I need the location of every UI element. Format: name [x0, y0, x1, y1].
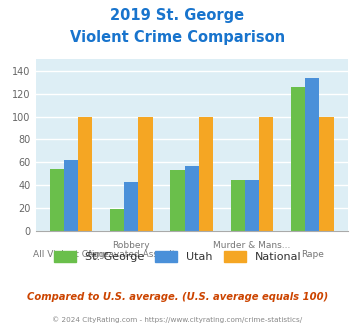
- Bar: [64, 160, 78, 231]
- Text: 2019 St. George: 2019 St. George: [110, 8, 245, 23]
- Text: Violent Crime Comparison: Violent Crime Comparison: [70, 30, 285, 45]
- Bar: [320, 116, 334, 231]
- Text: Murder & Mans...: Murder & Mans...: [213, 241, 291, 250]
- Bar: [185, 166, 199, 231]
- Bar: [110, 209, 124, 231]
- Bar: [291, 87, 305, 231]
- Text: Compared to U.S. average. (U.S. average equals 100): Compared to U.S. average. (U.S. average …: [27, 292, 328, 302]
- Text: © 2024 CityRating.com - https://www.cityrating.com/crime-statistics/: © 2024 CityRating.com - https://www.city…: [53, 317, 302, 323]
- Text: Robbery: Robbery: [113, 241, 150, 250]
- Bar: [138, 116, 153, 231]
- Bar: [124, 182, 138, 231]
- Legend: St. George, Utah, National: St. George, Utah, National: [49, 247, 306, 267]
- Bar: [305, 78, 320, 231]
- Bar: [231, 180, 245, 231]
- Bar: [259, 116, 273, 231]
- Bar: [78, 116, 92, 231]
- Text: All Violent Crime: All Violent Crime: [33, 250, 109, 259]
- Text: Aggravated Assault: Aggravated Assault: [87, 250, 176, 259]
- Bar: [170, 170, 185, 231]
- Text: Rape: Rape: [301, 250, 324, 259]
- Bar: [50, 169, 64, 231]
- Bar: [199, 116, 213, 231]
- Bar: [245, 180, 259, 231]
